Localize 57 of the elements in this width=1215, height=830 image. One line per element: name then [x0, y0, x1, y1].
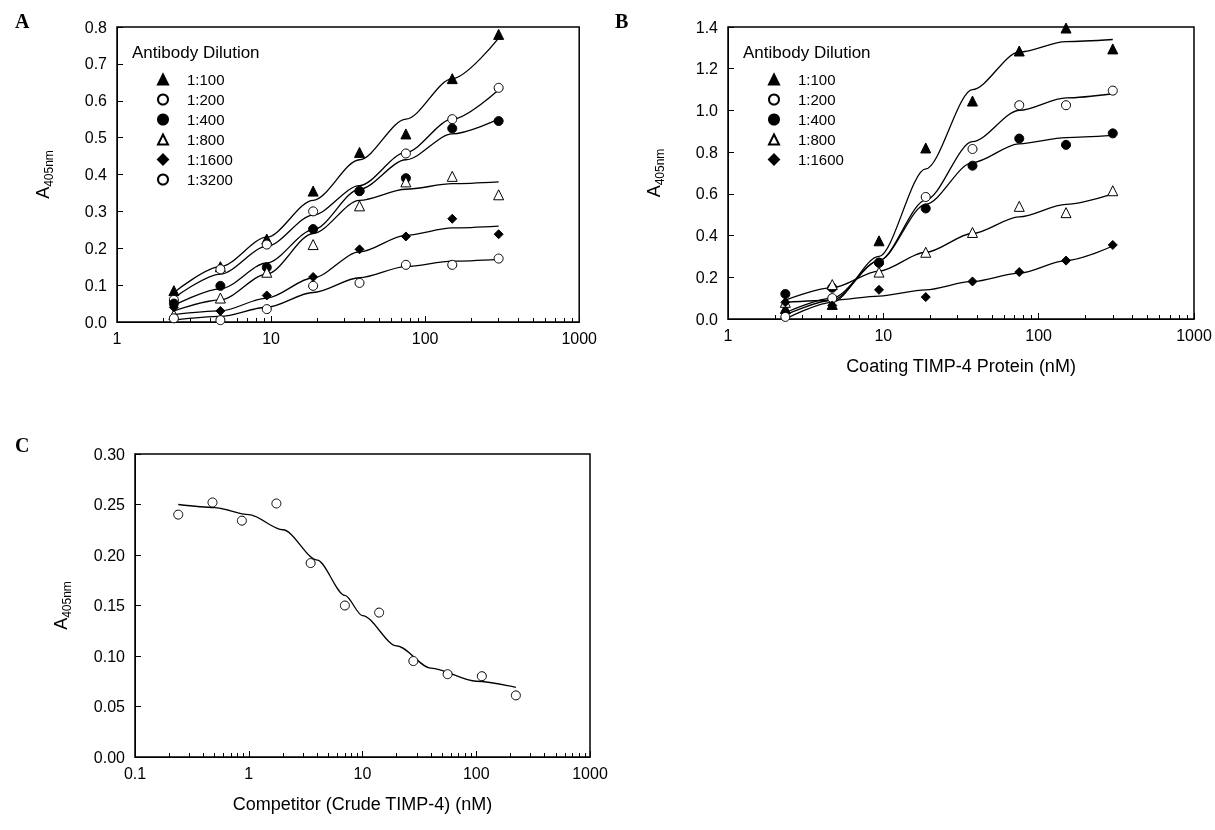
legend-title: Antibody Dilution — [132, 43, 260, 62]
x-tick-label: 10 — [262, 329, 281, 347]
legend-label: 1:1600 — [798, 151, 844, 168]
y-tick-label: 0.5 — [84, 129, 108, 147]
y-tick-label: 1.2 — [695, 60, 719, 78]
legend-title: Antibody Dilution — [743, 43, 871, 62]
y-tick-label: 0.25 — [93, 496, 126, 513]
y-tick-label: 0.05 — [93, 698, 126, 715]
y-tick-label: 0.10 — [93, 647, 126, 665]
y-tick-label: 0.6 — [695, 185, 719, 203]
legend-label: 1:800 — [798, 131, 836, 148]
x-tick-label: 1 — [112, 329, 122, 347]
x-tick-label: 1 — [244, 764, 254, 782]
y-tick-label: 0.8 — [84, 18, 108, 36]
y-tick-label: 0.0 — [695, 310, 719, 328]
x-tick-label: 100 — [1025, 326, 1053, 344]
y-tick-label: 0.3 — [84, 202, 108, 220]
chart-title: C — [15, 434, 30, 456]
x-tick-label: 100 — [462, 764, 490, 782]
y-tick-label: 0.0 — [84, 313, 108, 331]
legend-label: 1:400 — [187, 111, 225, 128]
y-tick-label: 0.1 — [84, 276, 108, 294]
chart-title: B — [615, 10, 629, 32]
legend-label: 1:200 — [187, 91, 225, 108]
y-tick-label: 0.20 — [93, 546, 126, 564]
y-tick-label: 0.6 — [84, 92, 108, 110]
legend-label: 1:200 — [798, 91, 836, 108]
x-tick-label: 1000 — [1176, 326, 1212, 344]
legend-label: 1:400 — [798, 111, 836, 128]
x-tick-label: 10 — [353, 764, 372, 782]
x-tick-label: 0.1 — [123, 764, 147, 782]
legend-label: 1:100 — [798, 71, 836, 88]
y-axis-title: A405nm — [33, 150, 56, 199]
y-axis-title: A405nm — [51, 581, 74, 630]
y-tick-label: 0.8 — [695, 143, 719, 161]
y-tick-label: 1.4 — [695, 18, 719, 36]
y-tick-label: 1.0 — [695, 101, 719, 119]
legend-label: 1:3200 — [187, 171, 233, 188]
y-tick-label: 0.00 — [93, 748, 126, 766]
y-tick-label: 0.2 — [84, 239, 108, 257]
legend-label: 1:800 — [187, 131, 225, 148]
x-axis-title: Coating TIMP-4 Protein (nM) — [846, 356, 1076, 376]
x-tick-label: 1 — [723, 326, 733, 344]
x-axis-title: Competitor (Crude TIMP-4) (nM) — [232, 794, 493, 814]
legend-label: 1:1600 — [187, 151, 233, 168]
chart-title: A — [15, 10, 30, 32]
y-tick-label: 0.4 — [695, 227, 719, 245]
x-tick-label: 1000 — [561, 329, 598, 347]
y-tick-label: 0.2 — [695, 268, 719, 286]
x-tick-label: 100 — [411, 329, 439, 347]
x-tick-label: 1000 — [572, 764, 608, 782]
legend-label: 1:100 — [187, 71, 225, 88]
y-tick-label: 0.30 — [93, 445, 126, 463]
y-tick-label: 0.4 — [84, 166, 108, 183]
x-tick-label: 10 — [874, 326, 893, 344]
y-tick-label: 0.15 — [93, 597, 126, 614]
y-tick-label: 0.7 — [84, 55, 108, 73]
